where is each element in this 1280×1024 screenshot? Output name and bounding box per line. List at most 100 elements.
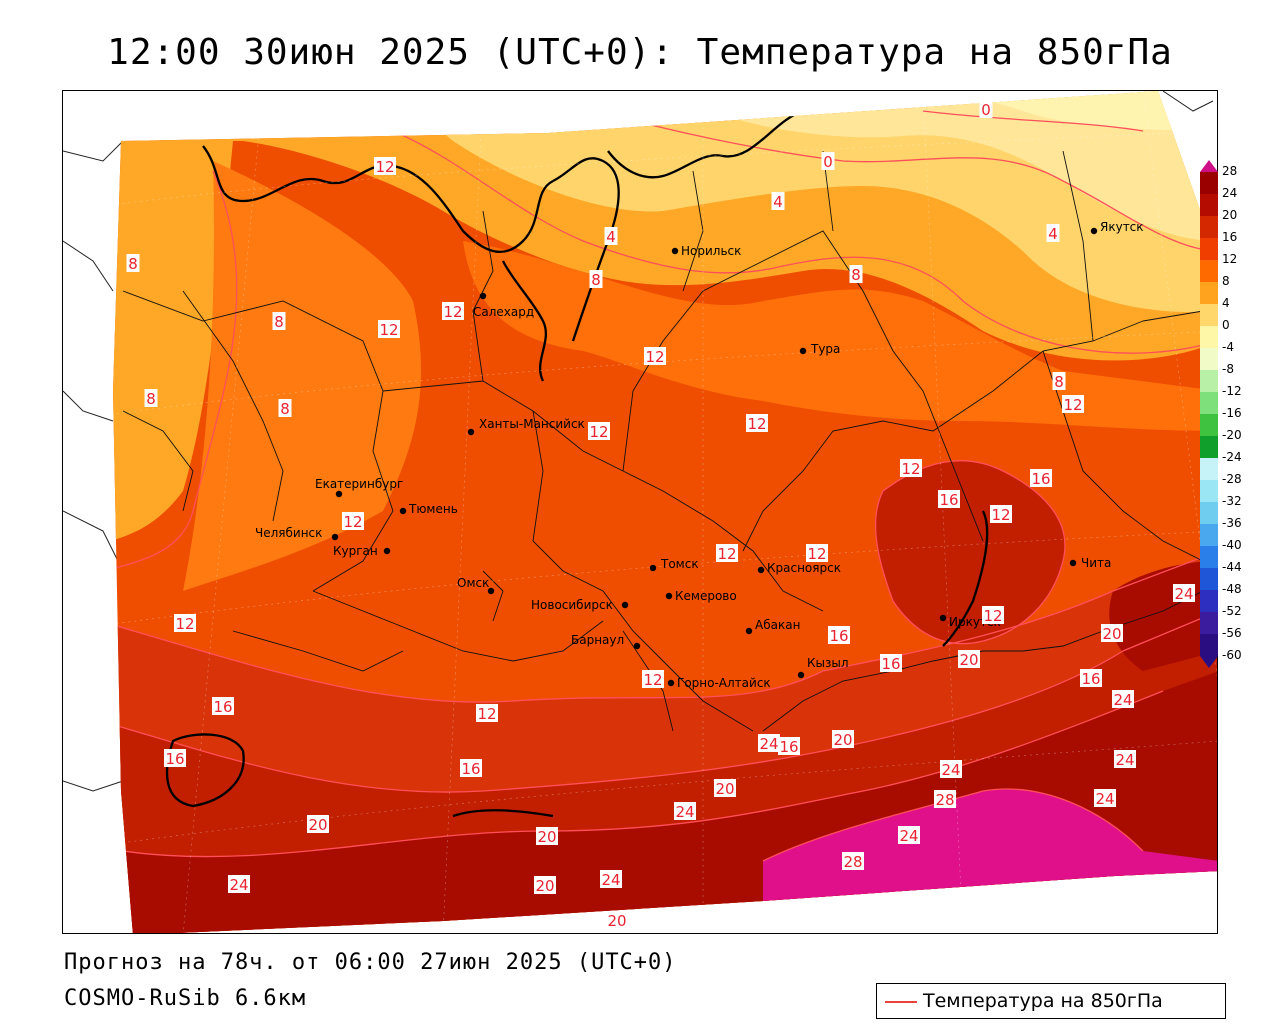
city-marker: Тура	[799, 342, 840, 356]
colorbar-tick-label: -16	[1222, 406, 1242, 420]
isotherm-value-label: 28	[934, 790, 956, 809]
isotherm-value-label: 20	[832, 730, 854, 749]
city-label: Якутск	[1100, 220, 1144, 234]
isotherm-label-text: 12	[379, 321, 398, 339]
isotherm-label-box	[164, 749, 186, 767]
isotherm-value-label: 12	[1062, 395, 1084, 414]
isotherm-label-box	[900, 459, 922, 477]
isotherm-label-box	[174, 614, 196, 632]
isotherm-label-text: 0	[823, 153, 833, 171]
colorbar-tick-label: -48	[1222, 582, 1242, 596]
temperature-colorbar	[1200, 160, 1218, 668]
isotherm-value-label: 4	[1046, 224, 1060, 243]
temperature-map: Норильск Якутск Салехард Тура Ханты-Мансийск…	[62, 90, 1218, 934]
colorbar-segment	[1200, 326, 1218, 348]
city-dot	[665, 592, 673, 600]
city-marker: Норильск	[671, 244, 741, 258]
colorbar-segment	[1200, 568, 1218, 590]
isotherm-label-box	[979, 100, 993, 118]
isotherm-value-label: 12	[476, 704, 498, 723]
colorbar-tick-label: -24	[1222, 450, 1242, 464]
isotherm-value-label: 24	[940, 760, 962, 779]
isotherm-value-label: 8	[589, 270, 603, 289]
colorbar-tick-label: -60	[1222, 648, 1242, 662]
isotherm-label-text: 16	[213, 698, 232, 716]
isotherm-value-label: 20	[307, 815, 329, 834]
city-marker: Кемерово	[665, 589, 737, 603]
colorbar-tick-label: -4	[1222, 340, 1234, 354]
city-label: Челябинск	[255, 526, 322, 540]
colorbar-tick-label: 12	[1222, 252, 1238, 266]
isotherm-label-box	[1046, 224, 1060, 242]
city-label: Красноярск	[767, 561, 841, 575]
city-label: Кызыл	[807, 656, 849, 670]
isotherm-label-text: 24	[759, 735, 778, 753]
isotherm-label-box	[880, 654, 902, 672]
colorbar-segment	[1200, 436, 1218, 458]
isotherm-value-label: 0	[979, 100, 993, 119]
colorbar-tick-label: -52	[1222, 604, 1242, 618]
isotherm-label-text: 28	[935, 791, 954, 809]
isotherm-value-label: 12	[990, 505, 1012, 524]
graticule	[113, 91, 1217, 933]
isotherm-value-label: 12	[374, 157, 396, 176]
colorbar-segment	[1200, 260, 1218, 282]
colorbar-tick-label: -12	[1222, 384, 1242, 398]
isotherm-label-text: 16	[779, 738, 798, 756]
city-dot	[621, 601, 629, 609]
colorbar-segment	[1200, 480, 1218, 502]
isotherm-label-text: 24	[941, 761, 960, 779]
isotherm-value-label: 12	[806, 544, 828, 563]
isotherm-value-label: 16	[460, 759, 482, 778]
isotherm-label-text: 20	[308, 816, 327, 834]
isotherm-label-box	[644, 347, 666, 365]
isotherm-label-text: 12	[717, 545, 736, 563]
city-label: Горно-Алтайск	[677, 676, 771, 690]
city-dot	[745, 627, 753, 635]
city-label: Чита	[1081, 556, 1111, 570]
isotherm-label-box	[228, 875, 250, 893]
city-dot	[331, 533, 339, 541]
isotherm-label-box	[806, 544, 828, 562]
isotherm-label-box	[938, 490, 960, 508]
isotherm-label-box	[832, 730, 854, 748]
city-dot	[649, 564, 657, 572]
isotherm-label-text: 12	[443, 303, 462, 321]
colorbar-tick-label: -20	[1222, 428, 1242, 442]
isotherm-label-text: 8	[1054, 373, 1064, 391]
isotherm-value-label: 16	[778, 737, 800, 756]
isotherm-value-label: 8	[1052, 372, 1066, 391]
city-label: Норильск	[681, 244, 741, 258]
isotherm-label-box	[1094, 789, 1116, 807]
city-label: Екатеринбург	[315, 477, 403, 491]
isotherm-label-text: 12	[343, 513, 362, 531]
isotherm-label-box	[778, 737, 800, 755]
city-dot	[667, 679, 675, 687]
isotherm-label-box	[746, 414, 768, 432]
isotherm-value-label: 4	[604, 227, 618, 246]
isotherm-label-box	[1030, 469, 1052, 487]
isotherm-label-box	[534, 876, 556, 894]
colorbar-segment	[1200, 590, 1218, 612]
colorbar-tick-label: -8	[1222, 362, 1234, 376]
isotherm-label-text: 24	[601, 871, 620, 889]
city-marker: Ханты-Мансийск	[467, 417, 585, 436]
isotherm-label-box	[716, 544, 738, 562]
isotherm-value-label: 16	[880, 654, 902, 673]
colorbar-tick-label: 8	[1222, 274, 1230, 288]
isotherm-label-box	[1101, 624, 1123, 642]
isotherm-label-text: 20	[537, 828, 556, 846]
isotherm-value-label: 20	[714, 779, 736, 798]
colorbar-segment	[1200, 392, 1218, 414]
isotherm-label-box	[982, 606, 1004, 624]
city-label: Салехард	[473, 305, 534, 319]
isotherm-label-box	[771, 192, 785, 210]
colorbar-tick-label: 28	[1222, 164, 1238, 178]
map-title: 12:00 30июн 2025 (UTC+0): Температура на…	[107, 32, 1173, 73]
isotherm-value-label: 4	[771, 192, 785, 211]
isotherm-label-text: 8	[128, 255, 138, 273]
outside-borders	[63, 91, 1214, 792]
isotherm-label-text: 20	[833, 731, 852, 749]
isotherm-value-label: 12	[716, 544, 738, 563]
isotherm-label-box	[758, 734, 780, 752]
